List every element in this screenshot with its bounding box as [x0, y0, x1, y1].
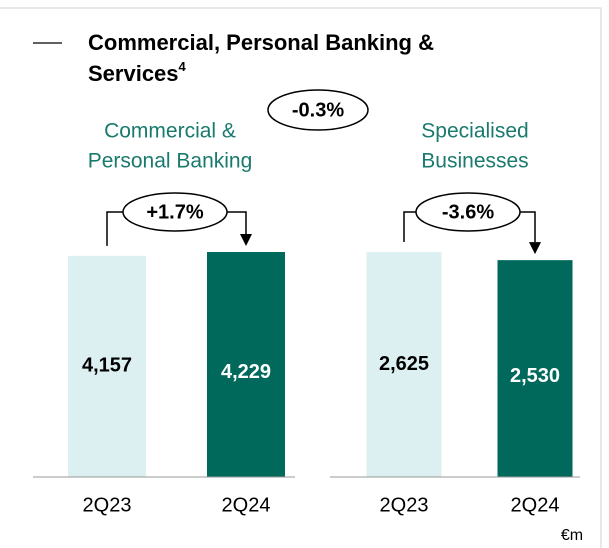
- change-label: -3.6%: [442, 201, 494, 223]
- overall-change: -0.3%: [292, 99, 344, 121]
- overall-change-oval: [267, 89, 369, 131]
- bar: [366, 252, 442, 477]
- group-label: Commercial &: [104, 120, 236, 143]
- value-label: 2,530: [510, 365, 560, 387]
- arrowhead: [529, 242, 541, 255]
- x-tick-label: 2Q23: [380, 494, 429, 516]
- value-label: 4,229: [221, 361, 271, 383]
- value-label: 2,625: [379, 353, 429, 375]
- group-label: Specialised: [421, 120, 528, 143]
- chart-title: Commercial, Personal Banking &: [88, 30, 434, 55]
- x-tick-label: 2Q24: [222, 494, 271, 516]
- change-oval: [122, 192, 228, 232]
- arrowhead: [240, 234, 252, 246]
- chart-title: Services: [88, 61, 179, 86]
- value-label: 4,157: [82, 355, 132, 377]
- chart-title: Services4: [88, 59, 187, 85]
- frame: [0, 7, 602, 548]
- bar: [68, 255, 146, 477]
- bar: [207, 252, 285, 477]
- footnote-mark: 4: [179, 59, 187, 74]
- x-tick-label: 2Q24: [511, 494, 560, 516]
- x-tick-label: 2Q23: [83, 494, 132, 516]
- unit-label: €m: [561, 527, 583, 544]
- group-label: Businesses: [421, 150, 528, 173]
- bar: [497, 260, 573, 477]
- group-label: Personal Banking: [88, 150, 253, 173]
- change-label: +1.7%: [146, 201, 203, 223]
- change-oval: [415, 192, 521, 232]
